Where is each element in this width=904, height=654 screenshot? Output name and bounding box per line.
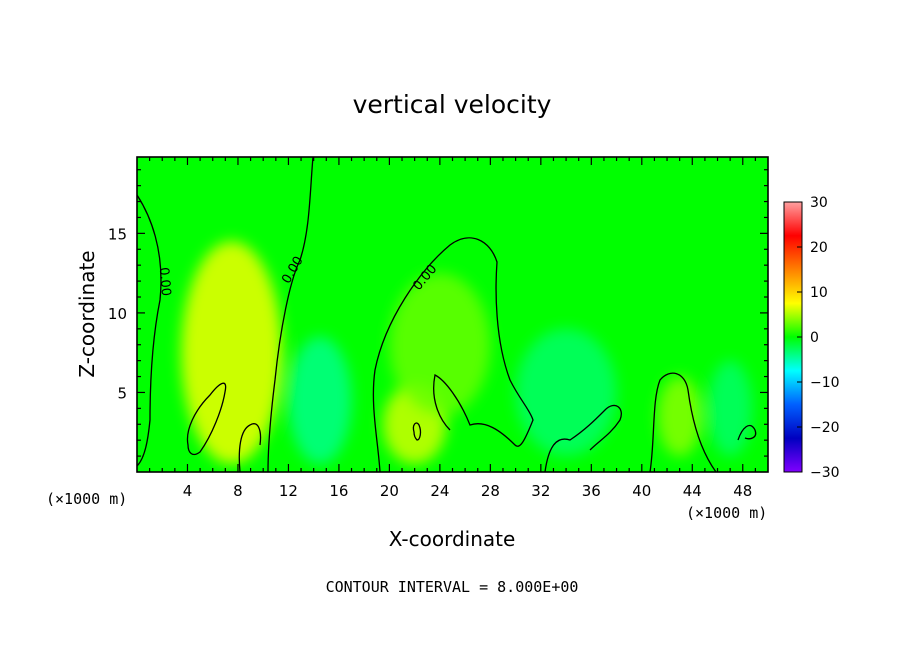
contour-line-right xyxy=(649,372,717,472)
y-axis-label: Z-coordinate xyxy=(75,250,99,377)
colorbar-ticks: 30 20 10 0 −10 −20 −30 xyxy=(797,195,840,481)
colorbar-tick-label: 0 xyxy=(810,330,819,346)
contour-wiggle-2 xyxy=(544,404,622,472)
downdraft-region-5 xyxy=(288,336,352,465)
colorbar-tick-label: 10 xyxy=(810,285,828,301)
x-tick-label: 48 xyxy=(733,482,752,500)
colorbar-tick-label: −10 xyxy=(810,375,840,391)
y-axis-ticks: 5 10 15 xyxy=(108,169,768,457)
downdraft-region-6 xyxy=(515,328,617,457)
x-tick-label: 44 xyxy=(683,482,702,500)
x-tick-label: 12 xyxy=(279,482,298,500)
y-tick-label: 5 xyxy=(117,384,127,402)
x-tick-label: 20 xyxy=(380,482,399,500)
chart-title: vertical velocity xyxy=(353,90,552,119)
zero-contour-lines xyxy=(137,157,757,472)
updraft-region-4 xyxy=(657,376,702,457)
updraft-region-1 xyxy=(181,241,283,465)
downdraft-region-7 xyxy=(708,360,753,457)
x-tick-label: 4 xyxy=(183,482,193,500)
contour-line-left xyxy=(137,194,162,467)
colorbar: 30 20 10 0 −10 −20 −30 xyxy=(783,195,840,481)
x-tick-label: 8 xyxy=(233,482,243,500)
x-tick-label: 28 xyxy=(481,482,500,500)
colorbar-tick-label: 20 xyxy=(810,240,828,256)
x-axis-ticks: 4 8 12 16 20 24 28 32 36 40 44 48 xyxy=(149,157,756,500)
x-tick-label: 24 xyxy=(430,482,449,500)
colorbar-tick-label: −20 xyxy=(810,420,840,436)
contour-label-1: 0.00 xyxy=(156,267,173,297)
contour-line-plume xyxy=(372,237,534,472)
x-unit-label-right: (×1000 m) xyxy=(686,504,767,522)
contour-line-mid xyxy=(267,157,314,472)
contour-closed-small xyxy=(412,422,422,441)
updraft-region-3 xyxy=(389,273,491,417)
contour-interval-label: CONTOUR INTERVAL = 8.000E+00 xyxy=(326,578,579,596)
x-tick-label: 40 xyxy=(632,482,651,500)
contour-wiggle-1 xyxy=(238,423,262,472)
x-tick-label: 32 xyxy=(531,482,550,500)
plot-area: 0.00 0.00 0.00 4 8 12 16 20 24 28 32 36 40 44 48 5101… xyxy=(108,156,769,500)
colorbar-tick-label: −30 xyxy=(810,465,840,481)
x-axis-label: X-coordinate xyxy=(389,527,516,551)
contour-wiggle-3 xyxy=(737,424,757,441)
colorbar-tick-label: 30 xyxy=(810,195,828,211)
x-unit-label-left: (×1000 m) xyxy=(46,490,127,508)
x-tick-label: 16 xyxy=(329,482,348,500)
y-tick-label: 15 xyxy=(108,225,127,243)
y-tick-label: 10 xyxy=(108,305,127,323)
x-tick-label: 36 xyxy=(582,482,601,500)
contour-closed-updraft xyxy=(186,382,227,456)
